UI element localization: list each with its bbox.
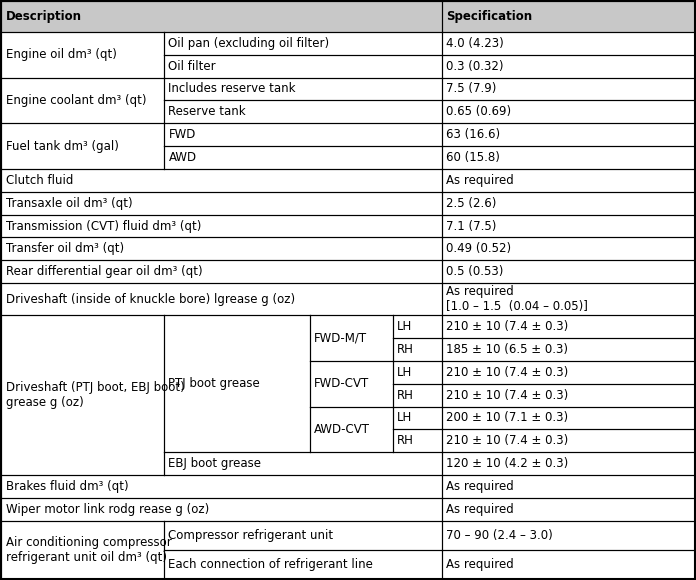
Text: 210 ± 10 (7.4 ± 0.3): 210 ± 10 (7.4 ± 0.3) <box>445 320 568 333</box>
Text: Rear differential gear oil dm³ (qt): Rear differential gear oil dm³ (qt) <box>6 265 202 278</box>
Text: 0.3 (0.32): 0.3 (0.32) <box>445 60 503 72</box>
Text: PTJ boot grease: PTJ boot grease <box>168 377 260 390</box>
Text: 0.49 (0.52): 0.49 (0.52) <box>445 242 511 255</box>
Text: Brakes fluid dm³ (qt): Brakes fluid dm³ (qt) <box>6 480 128 493</box>
Text: FWD-CVT: FWD-CVT <box>314 377 370 390</box>
Text: LH: LH <box>397 320 413 333</box>
Text: 2.5 (2.6): 2.5 (2.6) <box>445 197 496 210</box>
Text: As required
[1.0 – 1.5  (0.04 – 0.05)]: As required [1.0 – 1.5 (0.04 – 0.05)] <box>445 285 587 313</box>
Text: Reserve tank: Reserve tank <box>168 106 246 118</box>
Text: Transmission (CVT) fluid dm³ (qt): Transmission (CVT) fluid dm³ (qt) <box>6 220 201 233</box>
Text: 200 ± 10 (7.1 ± 0.3): 200 ± 10 (7.1 ± 0.3) <box>445 411 568 425</box>
Text: Driveshaft (inside of knuckle bore) lgrease g (oz): Driveshaft (inside of knuckle bore) lgre… <box>6 293 294 306</box>
Text: AWD-CVT: AWD-CVT <box>314 423 370 436</box>
Text: RH: RH <box>397 434 414 447</box>
Text: 63 (16.6): 63 (16.6) <box>445 128 500 141</box>
Text: AWD: AWD <box>168 151 196 164</box>
Text: Transaxle oil dm³ (qt): Transaxle oil dm³ (qt) <box>6 197 132 210</box>
Text: 7.1 (7.5): 7.1 (7.5) <box>445 220 496 233</box>
Text: RH: RH <box>397 389 414 401</box>
Text: Each connection of refrigerant line: Each connection of refrigerant line <box>168 557 373 571</box>
Text: As required: As required <box>445 480 514 493</box>
Text: Wiper motor link rodg rease g (oz): Wiper motor link rodg rease g (oz) <box>6 503 209 516</box>
Text: LH: LH <box>397 411 413 425</box>
Text: As required: As required <box>445 557 514 571</box>
Text: 185 ± 10 (6.5 ± 0.3): 185 ± 10 (6.5 ± 0.3) <box>445 343 568 356</box>
Text: Oil pan (excluding oil filter): Oil pan (excluding oil filter) <box>168 37 330 50</box>
Text: Driveshaft (PTJ boot, EBJ boot)
grease g (oz): Driveshaft (PTJ boot, EBJ boot) grease g… <box>6 381 184 409</box>
Text: 210 ± 10 (7.4 ± 0.3): 210 ± 10 (7.4 ± 0.3) <box>445 434 568 447</box>
Text: 70 – 90 (2.4 – 3.0): 70 – 90 (2.4 – 3.0) <box>445 529 553 542</box>
Text: Includes reserve tank: Includes reserve tank <box>168 82 296 96</box>
Text: Engine oil dm³ (qt): Engine oil dm³ (qt) <box>6 48 116 61</box>
Text: 7.5 (7.9): 7.5 (7.9) <box>445 82 496 96</box>
Text: As required: As required <box>445 174 514 187</box>
Text: Specification: Specification <box>445 10 532 23</box>
Text: 0.65 (0.69): 0.65 (0.69) <box>445 106 511 118</box>
Bar <box>1 1 441 32</box>
Text: Air conditioning compressor
refrigerant unit oil dm³ (qt): Air conditioning compressor refrigerant … <box>6 536 171 564</box>
Text: FWD-M/T: FWD-M/T <box>314 332 367 345</box>
Text: 60 (15.8): 60 (15.8) <box>445 151 500 164</box>
Text: Clutch fluid: Clutch fluid <box>6 174 73 187</box>
Text: 210 ± 10 (7.4 ± 0.3): 210 ± 10 (7.4 ± 0.3) <box>445 366 568 379</box>
Text: Engine coolant dm³ (qt): Engine coolant dm³ (qt) <box>6 94 146 107</box>
Text: 4.0 (4.23): 4.0 (4.23) <box>445 37 503 50</box>
Text: FWD: FWD <box>168 128 196 141</box>
Text: LH: LH <box>397 366 413 379</box>
Text: EBJ boot grease: EBJ boot grease <box>168 457 262 470</box>
Text: Fuel tank dm³ (gal): Fuel tank dm³ (gal) <box>6 140 118 153</box>
Text: Compressor refrigerant unit: Compressor refrigerant unit <box>168 529 333 542</box>
Text: 210 ± 10 (7.4 ± 0.3): 210 ± 10 (7.4 ± 0.3) <box>445 389 568 401</box>
Bar <box>441 1 695 32</box>
Text: As required: As required <box>445 503 514 516</box>
Text: Oil filter: Oil filter <box>168 60 216 72</box>
Text: Description: Description <box>6 10 81 23</box>
Text: RH: RH <box>397 343 414 356</box>
Text: 120 ± 10 (4.2 ± 0.3): 120 ± 10 (4.2 ± 0.3) <box>445 457 568 470</box>
Text: 0.5 (0.53): 0.5 (0.53) <box>445 265 503 278</box>
Text: Transfer oil dm³ (qt): Transfer oil dm³ (qt) <box>6 242 124 255</box>
